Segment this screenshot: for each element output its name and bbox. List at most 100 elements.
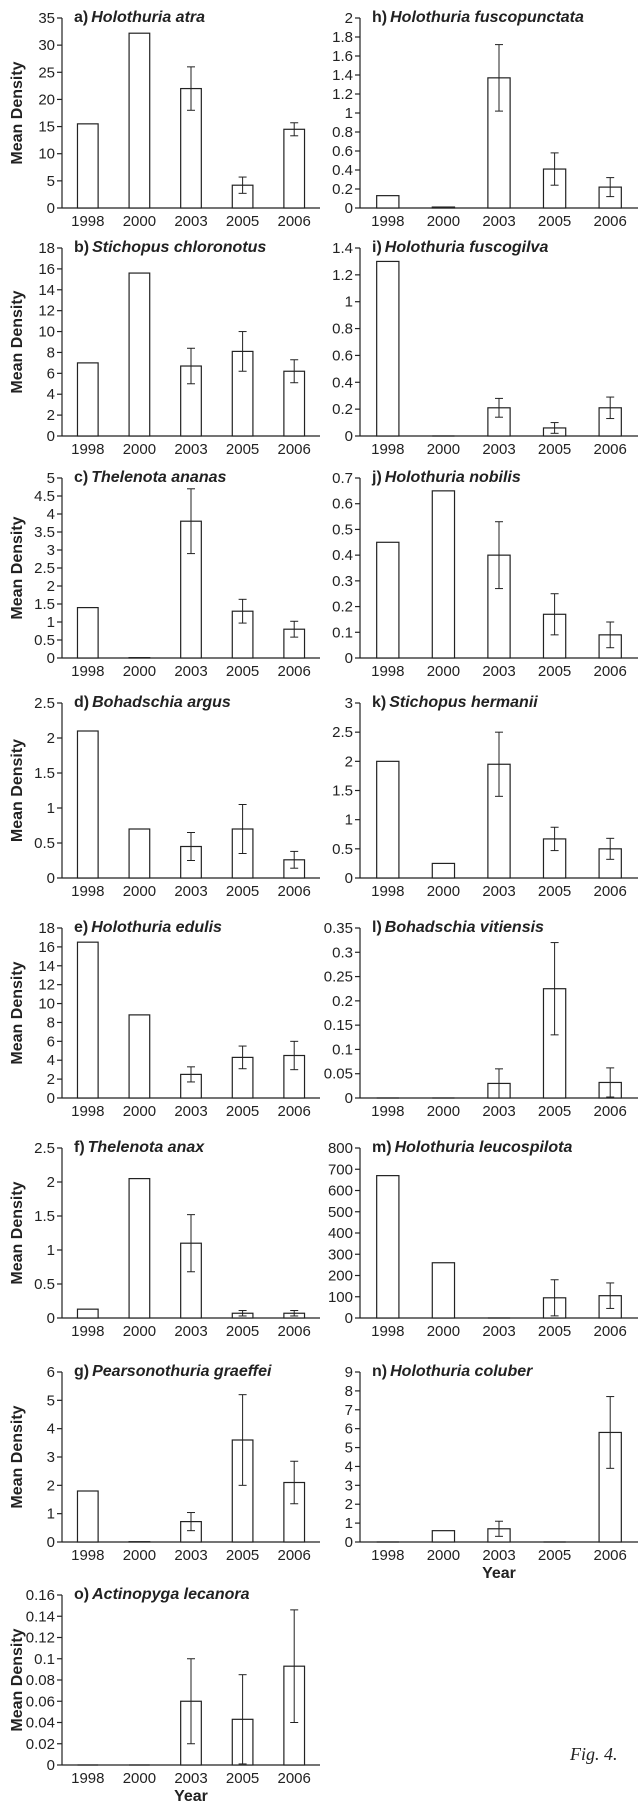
species-name: Thelenota anax — [88, 1139, 206, 1156]
y-tick-label: 0.1 — [332, 1041, 353, 1058]
y-tick-label: 0 — [345, 1310, 353, 1327]
x-tick-label: 1998 — [371, 883, 404, 900]
panel-label: l) — [372, 919, 382, 936]
x-tick-label: 2006 — [278, 883, 311, 900]
y-tick-label: 0.2 — [332, 401, 353, 418]
y-tick-label: 2.5 — [34, 1140, 55, 1157]
panel-title: l)Bohadschia vitiensis — [372, 919, 544, 936]
y-tick-label: 10 — [38, 996, 55, 1013]
y-tick-label: 0.2 — [332, 599, 353, 616]
species-name: Stichopus hermanii — [389, 694, 538, 711]
x-tick-label: 2000 — [427, 1323, 460, 1340]
species-name: Holothuria edulis — [91, 919, 222, 936]
y-tick-label: 300 — [328, 1246, 353, 1263]
y-tick-label: 0.4 — [332, 374, 353, 391]
panel-title: c)Thelenota ananas — [74, 469, 226, 486]
y-tick-label: 0.5 — [332, 841, 353, 858]
bar — [432, 1531, 454, 1542]
y-tick-label: 700 — [328, 1161, 353, 1178]
bar — [77, 731, 98, 878]
y-tick-label: 0.7 — [332, 470, 353, 487]
y-tick-label: 2 — [47, 730, 55, 747]
x-tick-label: 2000 — [123, 1323, 156, 1340]
y-tick-label: 0.08 — [26, 1672, 55, 1689]
panel-label: k) — [372, 694, 386, 711]
y-tick-label: 0 — [47, 1757, 55, 1774]
y-tick-label: 2.5 — [332, 724, 353, 741]
y-tick-label: 2 — [47, 1071, 55, 1088]
y-tick-label: 3 — [345, 1477, 353, 1494]
y-tick-label: 0.5 — [34, 1276, 55, 1293]
y-tick-label: 9 — [345, 1364, 353, 1381]
y-tick-label: 0.35 — [324, 920, 353, 937]
x-tick-label: 2000 — [123, 1547, 156, 1564]
x-tick-label: 2000 — [123, 883, 156, 900]
y-tick-label: 8 — [345, 1383, 353, 1400]
y-tick-label: 200 — [328, 1268, 353, 1285]
x-tick-label: 1998 — [71, 1323, 104, 1340]
y-tick-label: 0.1 — [34, 1651, 55, 1668]
y-tick-label: 4 — [47, 506, 55, 523]
y-tick-label: 0.8 — [332, 321, 353, 338]
x-tick-label: 2005 — [226, 1770, 259, 1787]
x-tick-label: 2006 — [594, 1547, 627, 1564]
species-name: Pearsonothuria graeffei — [92, 1363, 272, 1380]
y-tick-label: 1.2 — [332, 86, 353, 103]
panel-title: a)Holothuria atra — [74, 9, 205, 26]
x-tick-label: 2003 — [482, 663, 515, 680]
y-tick-label: 1.2 — [332, 267, 353, 284]
y-tick-label: 1 — [47, 614, 55, 631]
x-tick-label: 1998 — [71, 1103, 104, 1120]
bar — [377, 1176, 399, 1318]
y-tick-label: 0.14 — [26, 1608, 55, 1625]
x-tick-label: 2006 — [594, 1323, 627, 1340]
species-name: Holothuria fuscogilva — [385, 239, 549, 256]
panel-title: b)Stichopus chloronotus — [74, 239, 266, 256]
panel-title: n)Holothuria coluber — [372, 1363, 533, 1380]
bar — [77, 363, 98, 436]
bar — [129, 273, 150, 436]
y-tick-label: 0.12 — [26, 1630, 55, 1647]
x-tick-label: 2006 — [278, 441, 311, 458]
species-name: Thelenota ananas — [91, 469, 226, 486]
x-tick-label: 2000 — [123, 441, 156, 458]
bar — [432, 491, 454, 658]
y-tick-label: 2 — [47, 407, 55, 424]
y-tick-label: 0.1 — [332, 624, 353, 641]
x-tick-label: 2000 — [427, 663, 460, 680]
y-tick-label: 6 — [47, 1364, 55, 1381]
x-tick-label: 2005 — [538, 1323, 571, 1340]
y-tick-label: 15 — [38, 119, 55, 136]
x-tick-label: 2006 — [594, 883, 627, 900]
x-tick-label: 2003 — [174, 441, 207, 458]
x-tick-label: 2003 — [482, 213, 515, 230]
x-tick-label: 2005 — [226, 213, 259, 230]
y-tick-label: 1 — [47, 800, 55, 817]
y-tick-label: 0 — [345, 1534, 353, 1551]
x-tick-label: 2005 — [538, 663, 571, 680]
y-tick-label: 4 — [345, 1458, 353, 1475]
x-tick-label: 2003 — [174, 663, 207, 680]
panel-title: e)Holothuria edulis — [74, 919, 222, 936]
x-tick-label: 2005 — [226, 883, 259, 900]
panel-title: k)Stichopus hermanii — [372, 694, 538, 711]
x-tick-label: 2000 — [427, 1103, 460, 1120]
y-tick-label: 6 — [345, 1421, 353, 1438]
y-tick-label: 0.2 — [332, 181, 353, 198]
x-tick-label: 2003 — [482, 883, 515, 900]
bar — [129, 1179, 150, 1318]
y-tick-label: 10 — [38, 146, 55, 163]
x-tick-label: 1998 — [371, 213, 404, 230]
y-tick-label: 0.2 — [332, 993, 353, 1010]
x-tick-label: 2003 — [482, 1547, 515, 1564]
y-tick-label: 500 — [328, 1204, 353, 1221]
species-name: Stichopus chloronotus — [92, 239, 266, 256]
y-tick-label: 10 — [38, 324, 55, 341]
bar — [129, 829, 150, 878]
bar — [432, 863, 454, 878]
